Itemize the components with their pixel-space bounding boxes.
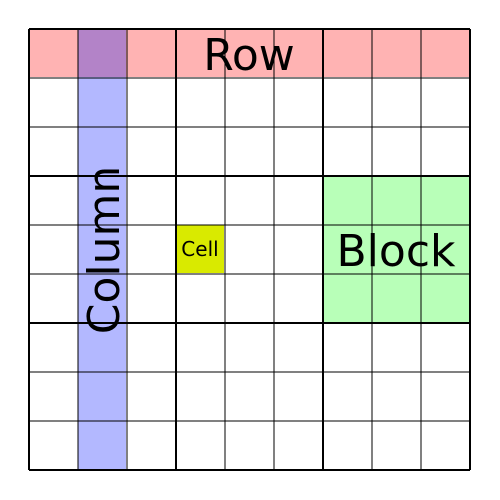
column-highlight (78, 29, 126, 470)
block-highlight (323, 176, 470, 323)
grid-lines (28, 28, 471, 471)
cell-label: Cell (181, 237, 218, 261)
block-label: Block (336, 226, 456, 277)
cell-highlight (176, 225, 224, 273)
column-label: Column (79, 166, 130, 335)
row-label: Row (203, 30, 295, 81)
row-column-overlap (78, 29, 126, 77)
